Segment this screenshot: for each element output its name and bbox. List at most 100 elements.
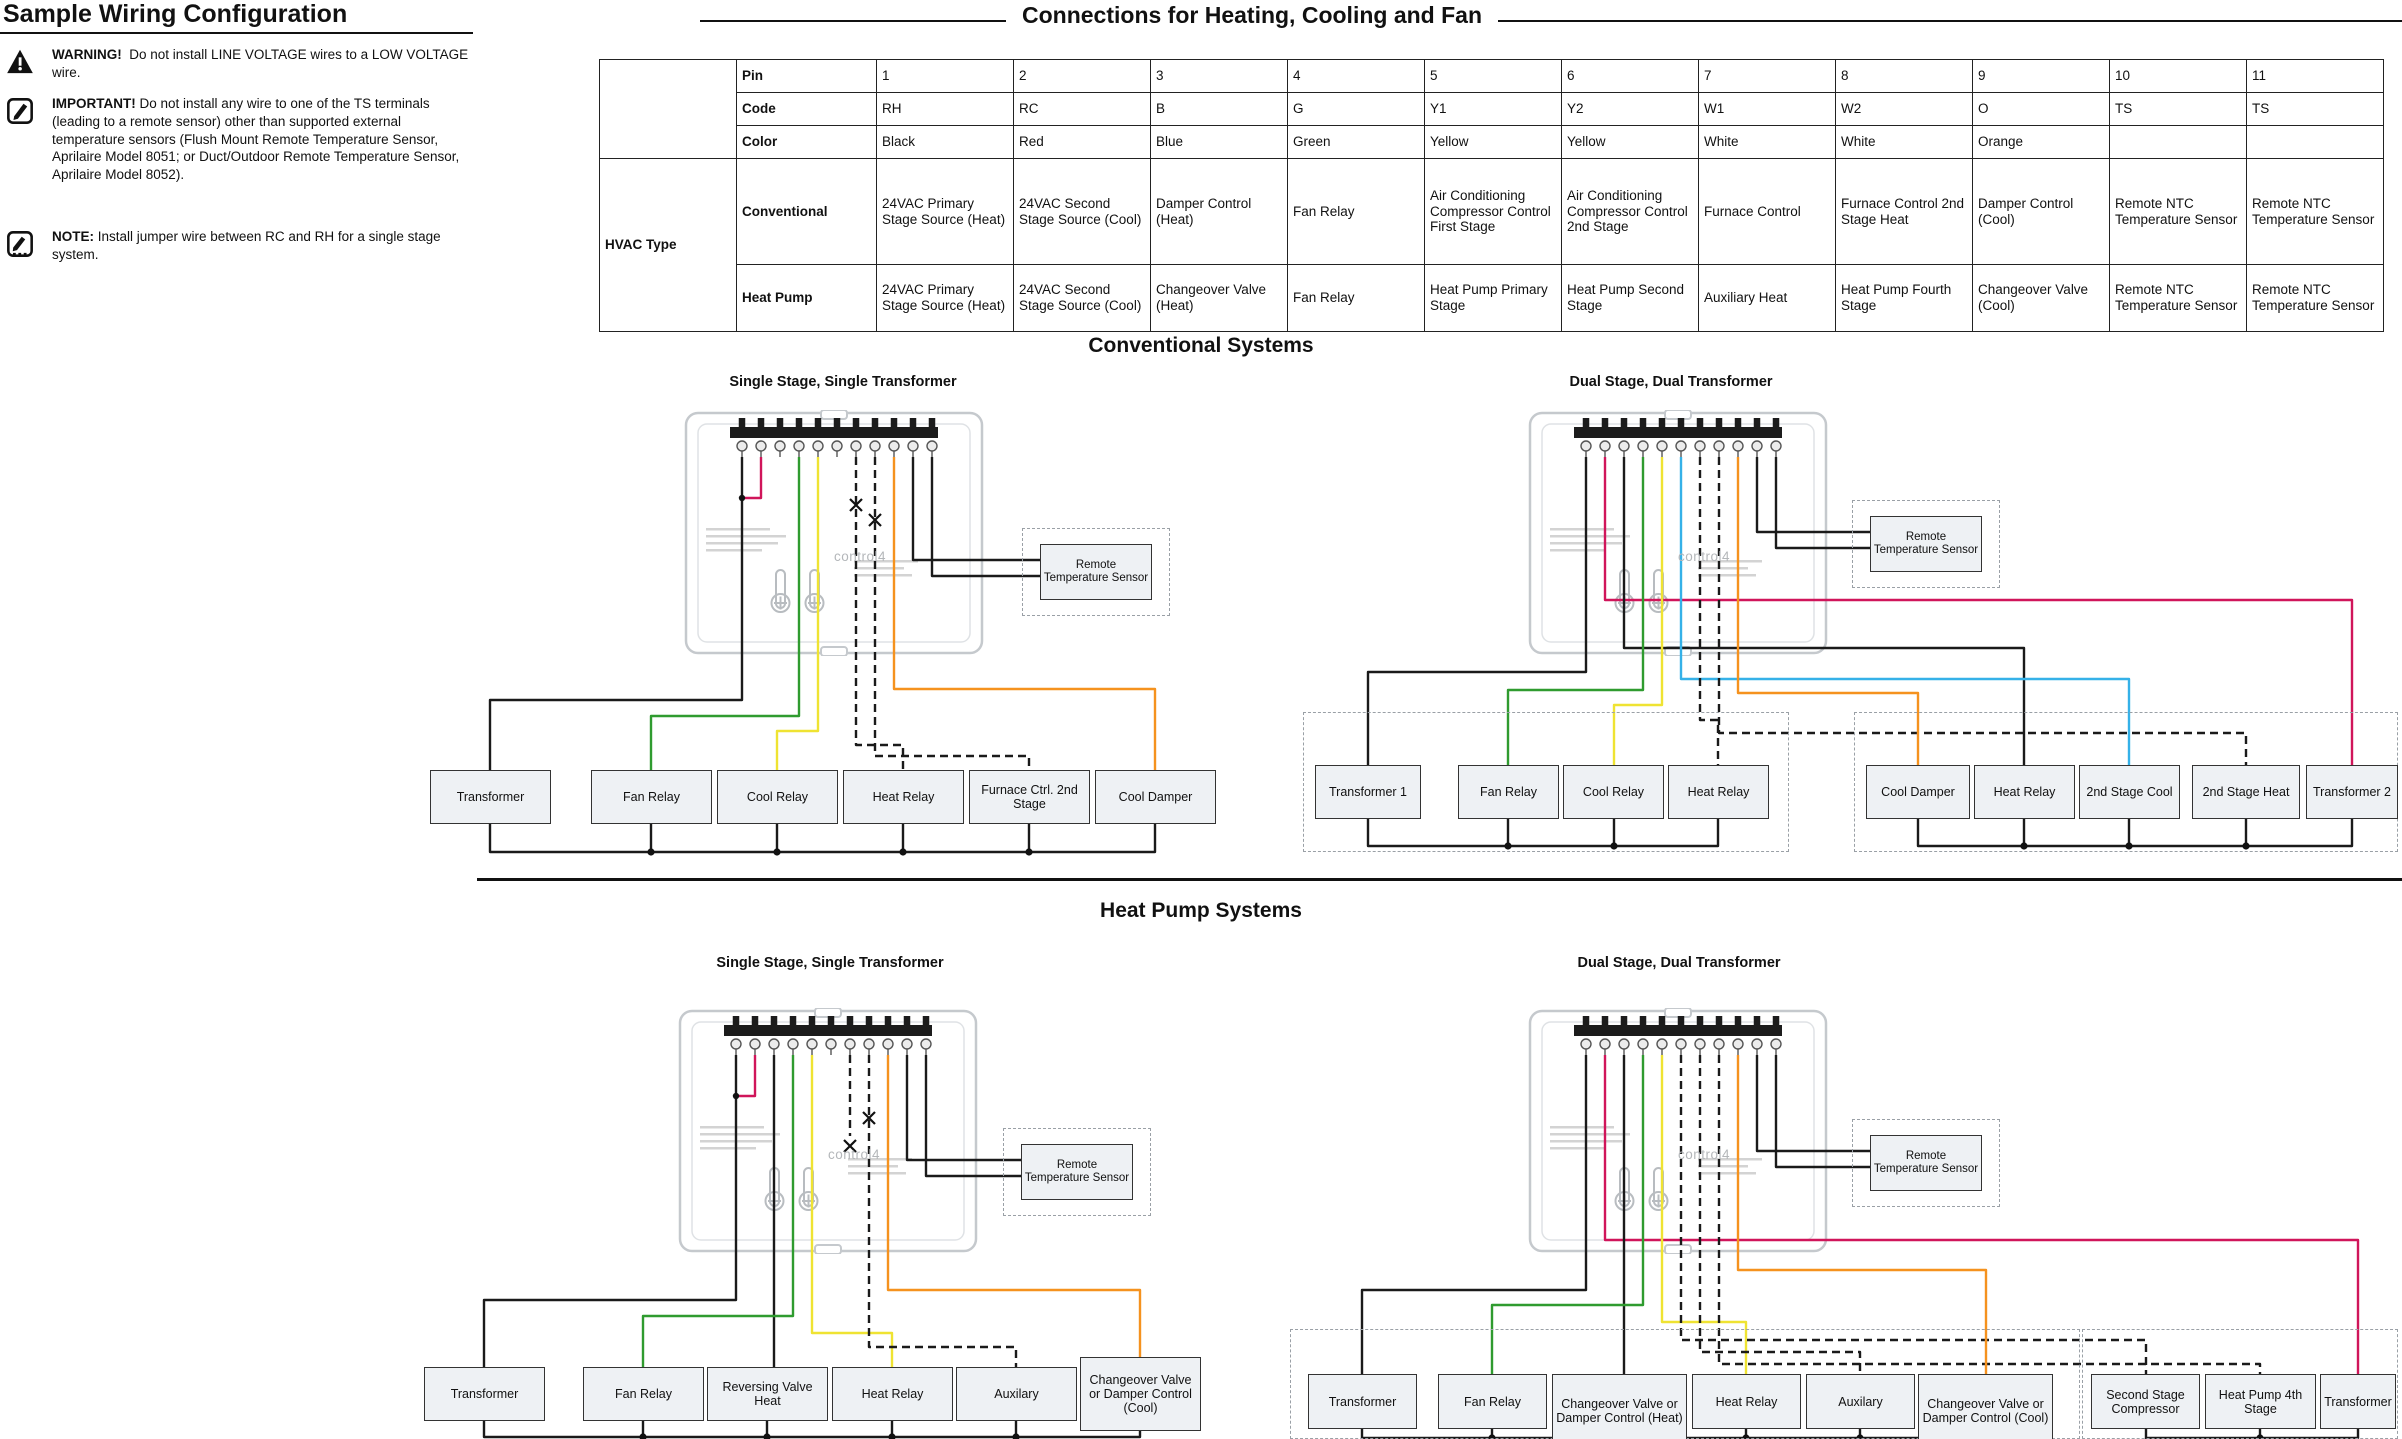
component-box: Transformer 1 bbox=[1315, 765, 1421, 819]
table-cell: RC bbox=[1013, 92, 1151, 126]
component-box: Heat Relay bbox=[1668, 765, 1769, 819]
table-cell: White bbox=[1835, 125, 1973, 159]
wire bbox=[1360, 1055, 1588, 1378]
wire bbox=[886, 1055, 1142, 1360]
wire bbox=[1717, 1055, 2262, 1378]
table-cell: Remote NTC Temperature Sensor bbox=[2109, 158, 2247, 265]
subtitle-hp-dual: Dual Stage, Dual Transformer bbox=[1577, 955, 1781, 971]
table-cell: Auxiliary Heat bbox=[1698, 264, 1836, 332]
table-row-code: Code RH RC B G Y1 Y2 W1 W2 O TS TS bbox=[600, 92, 2384, 126]
wire bbox=[1736, 1055, 1988, 1378]
wire bbox=[1755, 1055, 1871, 1153]
table-cell: 6 bbox=[1561, 59, 1699, 93]
table-cell: Heat Pump Fourth Stage bbox=[1835, 264, 1973, 332]
component-box: Fan Relay bbox=[591, 770, 712, 824]
wire bbox=[930, 457, 1041, 578]
wire bbox=[482, 1055, 738, 1370]
thermostat-backplate bbox=[678, 1008, 978, 1254]
wire bbox=[924, 1055, 1022, 1178]
wires-conventional-single bbox=[488, 457, 1157, 856]
row-label-heat-pump: Heat Pump bbox=[736, 264, 877, 332]
warning-note-text: WARNING! Do not install LINE VOLTAGE wir… bbox=[52, 46, 474, 82]
wiring-table: Pin 1 2 3 4 5 6 7 8 9 10 11 Code RH RC B G Y1 Y2 W1 W2 O TS… bbox=[599, 59, 2384, 332]
table-cell: Furnace Control 2nd Stage Heat bbox=[1835, 158, 1973, 265]
component-box: Fan Relay bbox=[1438, 1374, 1547, 1429]
common-bus bbox=[1366, 819, 1720, 848]
component-box: Transformer bbox=[430, 770, 551, 824]
thermostat-backplate bbox=[1528, 1008, 1828, 1254]
wire bbox=[1603, 1055, 2360, 1378]
sensor-dashed-outline bbox=[1003, 1128, 1151, 1216]
component-box: Heat Relay bbox=[1974, 765, 2075, 819]
table-cell bbox=[2109, 125, 2247, 159]
table-cell: Heat Pump Primary Stage bbox=[1424, 264, 1562, 332]
table-cell: O bbox=[1972, 92, 2110, 126]
table-cell: 2 bbox=[1013, 59, 1151, 93]
table-cell: Remote NTC Temperature Sensor bbox=[2246, 264, 2384, 332]
wire bbox=[641, 1055, 795, 1370]
x-mark bbox=[868, 513, 882, 527]
wire bbox=[1774, 1055, 1871, 1169]
warning-triangle-icon bbox=[6, 48, 34, 76]
wire bbox=[873, 457, 1031, 775]
component-box: Changeover Valve or Damper Control (Cool… bbox=[1080, 1357, 1201, 1431]
wires-heat-pump-single bbox=[482, 1055, 1142, 1439]
table-cell: Air Conditioning Compressor Control 2nd … bbox=[1561, 158, 1699, 265]
table-cell: 10 bbox=[2109, 59, 2247, 93]
wire bbox=[1622, 457, 2026, 768]
component-box: Cool Relay bbox=[717, 770, 838, 824]
component-box: Heat Relay bbox=[843, 770, 964, 824]
remote-sensor-box: Remote Temperature Sensor bbox=[1021, 1144, 1133, 1200]
table-cell: Remote NTC Temperature Sensor bbox=[2246, 158, 2384, 265]
sensor-dashed-outline bbox=[1022, 528, 1170, 616]
wire bbox=[775, 457, 820, 775]
table-cell: Damper Control (Cool) bbox=[1972, 158, 2110, 265]
important-note-text: IMPORTANT! Do not install any wire to on… bbox=[52, 95, 474, 184]
common-bus bbox=[488, 824, 1157, 854]
component-box: Furnace Ctrl. 2nd Stage bbox=[969, 770, 1090, 824]
wire bbox=[1660, 1055, 1748, 1378]
table-row-pin: Pin 1 2 3 4 5 6 7 8 9 10 11 bbox=[599, 59, 2384, 159]
row-label-hvac-type: HVAC Type bbox=[599, 158, 737, 332]
component-box: Cool Damper bbox=[1095, 770, 1216, 824]
table-cell: Furnace Control bbox=[1698, 158, 1836, 265]
component-box: Fan Relay bbox=[1458, 765, 1559, 819]
wire bbox=[1698, 457, 1720, 768]
important-note: IMPORTANT! Do not install any wire to on… bbox=[6, 95, 474, 184]
x-mark bbox=[849, 498, 863, 512]
component-box: Heat Pump 4th Stage bbox=[2205, 1374, 2316, 1429]
thermostat-brand-logo: control4 bbox=[834, 549, 887, 564]
remote-sensor-box: Remote Temperature Sensor bbox=[1040, 544, 1152, 600]
wire bbox=[1506, 457, 1645, 768]
remote-sensor-box: Remote Temperature Sensor bbox=[1870, 516, 1982, 572]
table-row-conventional: HVAC Type Conventional 24VAC Primary Sta… bbox=[599, 158, 2384, 332]
important-body: Do not install any wire to one of the TS… bbox=[52, 96, 460, 183]
table-cell: 4 bbox=[1287, 59, 1425, 93]
wire bbox=[743, 457, 763, 500]
table-cell: 24VAC Primary Stage Source (Heat) bbox=[876, 158, 1014, 265]
wire bbox=[1612, 457, 1664, 768]
table-cell: Remote NTC Temperature Sensor bbox=[2109, 264, 2247, 332]
heading-rule bbox=[700, 20, 2402, 22]
sensor-dashed-outline bbox=[1852, 1119, 2000, 1207]
component-box: Changeover Valve or Damper Control (Heat… bbox=[1552, 1374, 1687, 1439]
table-row-color: Color Black Red Blue Green Yellow Yellow White… bbox=[600, 125, 2384, 159]
component-box: Cool Relay bbox=[1563, 765, 1664, 819]
component-box: Transformer bbox=[1308, 1374, 1417, 1429]
warning-note: WARNING! Do not install LINE VOLTAGE wir… bbox=[6, 46, 474, 82]
wire bbox=[1717, 457, 2248, 768]
warning-body: Do not install LINE VOLTAGE wires to a L… bbox=[52, 47, 469, 80]
wire bbox=[1490, 1055, 1645, 1378]
sensor-dashed-outline bbox=[1852, 500, 2000, 588]
wire bbox=[1755, 457, 1871, 534]
wire bbox=[867, 1055, 1018, 1370]
note-body: Install jumper wire between RC and RH fo… bbox=[52, 229, 441, 262]
component-box: Heat Relay bbox=[832, 1367, 953, 1421]
section-divider bbox=[477, 878, 2402, 881]
component-box: Transformer bbox=[424, 1367, 545, 1421]
table-cell: 9 bbox=[1972, 59, 2110, 93]
wire bbox=[892, 457, 1157, 775]
table-cell: B bbox=[1150, 92, 1288, 126]
wire bbox=[1736, 457, 1920, 768]
